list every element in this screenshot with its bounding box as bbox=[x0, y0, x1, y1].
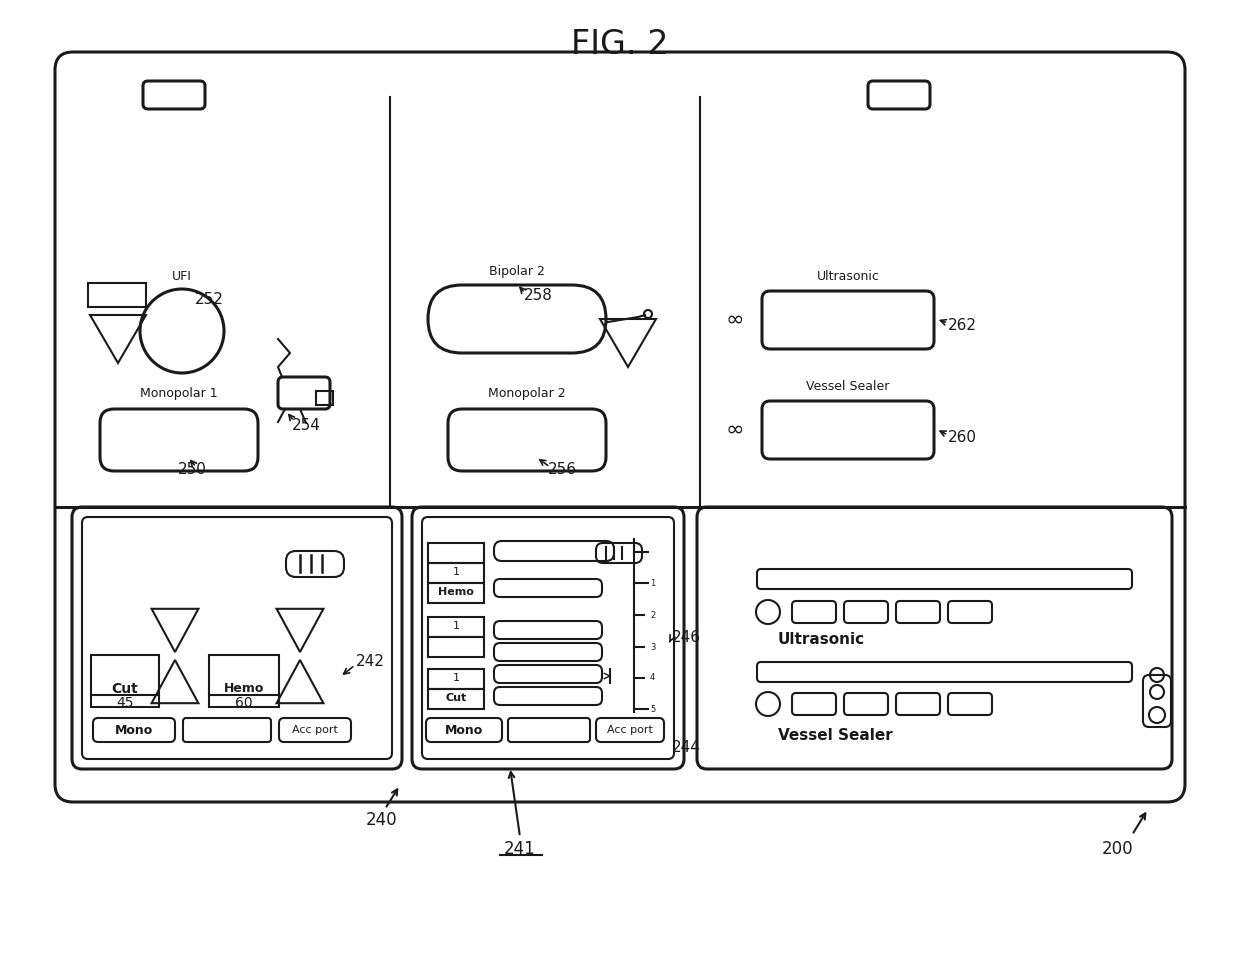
Bar bbox=[428, 637, 484, 657]
Text: Vessel Sealer: Vessel Sealer bbox=[777, 727, 893, 743]
Text: 1: 1 bbox=[650, 578, 655, 588]
Text: 250: 250 bbox=[179, 461, 207, 477]
Text: 45: 45 bbox=[117, 696, 134, 710]
Text: UFI: UFI bbox=[172, 271, 192, 283]
Text: 3: 3 bbox=[650, 642, 656, 652]
Text: Monopolar 1: Monopolar 1 bbox=[140, 387, 218, 399]
Text: 242: 242 bbox=[356, 655, 384, 669]
Bar bbox=[91, 655, 159, 707]
Bar bbox=[210, 655, 279, 707]
Text: 240: 240 bbox=[366, 811, 398, 829]
Text: 60: 60 bbox=[236, 696, 253, 710]
Text: 1: 1 bbox=[453, 673, 460, 683]
Text: 200: 200 bbox=[1102, 840, 1133, 858]
Text: 2: 2 bbox=[650, 610, 655, 620]
Text: 260: 260 bbox=[949, 429, 977, 445]
Bar bbox=[428, 583, 484, 603]
Bar bbox=[316, 391, 334, 405]
Text: Hemo: Hemo bbox=[438, 587, 474, 597]
Text: 4: 4 bbox=[650, 673, 655, 683]
Text: Hemo: Hemo bbox=[223, 683, 264, 695]
Text: 244: 244 bbox=[672, 740, 701, 754]
Bar bbox=[428, 543, 484, 563]
Text: 5: 5 bbox=[650, 705, 655, 714]
Text: 256: 256 bbox=[548, 461, 577, 477]
Text: Ultrasonic: Ultrasonic bbox=[777, 631, 866, 647]
Text: Acc port: Acc port bbox=[608, 725, 653, 735]
Text: 252: 252 bbox=[195, 291, 224, 307]
Text: Cut: Cut bbox=[445, 693, 466, 703]
Text: ∞: ∞ bbox=[725, 310, 744, 330]
Text: Mono: Mono bbox=[115, 723, 153, 737]
Text: Bipolar 2: Bipolar 2 bbox=[489, 266, 544, 278]
Text: Vessel Sealer: Vessel Sealer bbox=[806, 380, 889, 394]
Bar bbox=[428, 563, 484, 583]
Text: ∞: ∞ bbox=[725, 420, 744, 440]
Bar bbox=[428, 689, 484, 709]
Text: 258: 258 bbox=[525, 287, 553, 303]
Bar bbox=[428, 669, 484, 689]
Text: Ultrasonic: Ultrasonic bbox=[817, 271, 879, 283]
Text: Monopolar 2: Monopolar 2 bbox=[489, 387, 565, 399]
Text: 241: 241 bbox=[505, 840, 536, 858]
Bar bbox=[88, 283, 146, 307]
Text: 246: 246 bbox=[672, 630, 701, 644]
Text: Acc port: Acc port bbox=[293, 725, 339, 735]
Text: 262: 262 bbox=[949, 317, 977, 333]
Bar bbox=[428, 617, 484, 637]
Text: 254: 254 bbox=[291, 418, 321, 432]
Text: Mono: Mono bbox=[445, 723, 484, 737]
Text: Cut: Cut bbox=[112, 682, 139, 696]
Text: 1: 1 bbox=[453, 621, 460, 631]
Text: 1: 1 bbox=[453, 567, 460, 577]
Text: FIG. 2: FIG. 2 bbox=[572, 28, 668, 62]
